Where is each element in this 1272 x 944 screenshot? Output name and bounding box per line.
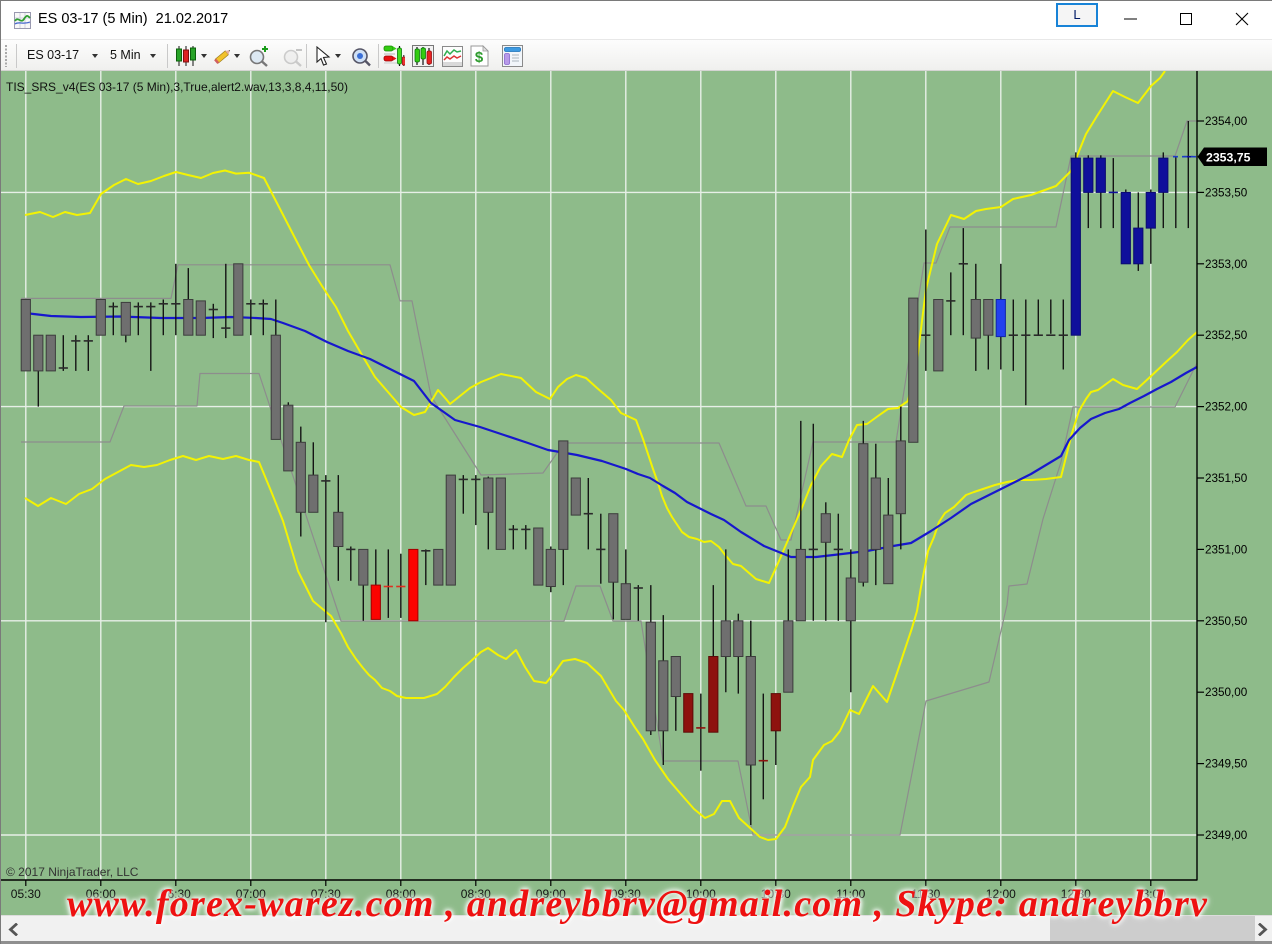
svg-text:06:30: 06:30 [161,887,191,901]
svg-text:© 2017 NinjaTrader, LLC: © 2017 NinjaTrader, LLC [6,865,139,879]
svg-text:09:30: 09:30 [611,887,641,901]
svg-text:2350,00: 2350,00 [1205,686,1248,699]
svg-text:2353,50: 2353,50 [1205,186,1248,199]
svg-text:05:30: 05:30 [11,887,41,901]
svg-text:13:00: 13:00 [1136,887,1166,901]
svg-text:TIS_SRS_v4(ES 03-17 (5 Min),3,: TIS_SRS_v4(ES 03-17 (5 Min),3,True,alert… [6,80,348,94]
svg-text:11:30: 11:30 [911,887,940,901]
svg-text:$: $ [475,49,484,66]
svg-text:12:00: 12:00 [986,887,1016,901]
svg-text:08:00: 08:00 [386,887,416,901]
svg-text:10:00: 10:00 [686,887,716,901]
svg-text:2352,00: 2352,00 [1205,401,1248,414]
svg-text:2351,00: 2351,00 [1205,543,1248,556]
svg-text:2349,00: 2349,00 [1205,829,1248,842]
svg-text:06:00: 06:00 [86,887,116,901]
svg-text:07:30: 07:30 [311,887,341,901]
svg-text:07:00: 07:00 [236,887,266,901]
svg-text:2350,50: 2350,50 [1205,615,1248,628]
svg-text:08:30: 08:30 [461,887,491,901]
svg-text:2352,50: 2352,50 [1205,329,1248,342]
svg-text:09:00: 09:00 [536,887,566,901]
svg-text:2353,75: 2353,75 [1206,150,1251,164]
svg-text:2353,00: 2353,00 [1205,258,1248,271]
svg-text:2351,50: 2351,50 [1205,472,1248,485]
svg-text:2354,00: 2354,00 [1205,115,1248,128]
svg-text:11:00: 11:00 [836,887,865,901]
svg-text:2349,50: 2349,50 [1205,758,1248,771]
svg-text:10:30: 10:30 [761,887,791,901]
svg-text:12:30: 12:30 [1061,887,1091,901]
